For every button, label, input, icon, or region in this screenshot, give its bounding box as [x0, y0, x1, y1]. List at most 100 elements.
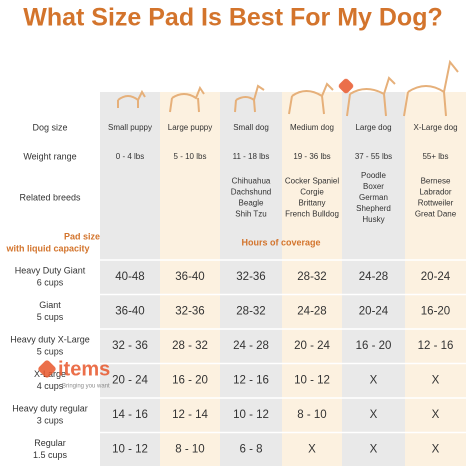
hours-cell: 12 - 14 — [172, 409, 208, 421]
hours-cell: 10 - 12 — [233, 409, 269, 421]
breed: Beagle — [239, 199, 264, 208]
cell: 37 - 55 lbs — [355, 152, 392, 161]
row-label: Weight range — [23, 151, 76, 161]
hours-cell: X — [308, 444, 316, 456]
hours-cell: 20 - 24 — [294, 340, 330, 352]
pad-name: 1.5 cups — [33, 450, 68, 460]
cell: Medium dog — [290, 123, 334, 132]
hours-cell: 28-32 — [236, 306, 265, 318]
breed: Great Dane — [415, 210, 457, 219]
breed: Labrador — [419, 188, 451, 197]
hours-cell: X — [370, 409, 378, 421]
hours-cell: 20-24 — [359, 306, 389, 318]
breed: Dachshund — [231, 188, 271, 197]
dog-icon — [117, 89, 146, 108]
column-background — [405, 92, 466, 466]
hours-cell: 36-40 — [175, 271, 204, 283]
watermark-tagline: Bringing you want — [62, 384, 110, 390]
hours-cell: 12 - 16 — [418, 340, 454, 352]
hours-cell: 12 - 16 — [233, 375, 269, 387]
hours-cell: 16 - 20 — [172, 375, 208, 387]
hours-cell: 24-28 — [297, 306, 326, 318]
cell: X-Large dog — [413, 123, 457, 132]
hours-cell: 32 - 36 — [112, 340, 148, 352]
hours-cell: 24 - 28 — [233, 340, 269, 352]
pad-header: Pad size — [64, 231, 100, 241]
pad-name: 3 cups — [37, 415, 64, 425]
breed: Shepherd — [356, 204, 391, 213]
breed: German — [359, 193, 388, 202]
hours-cell: 8 - 10 — [297, 409, 326, 421]
cell: 19 - 36 lbs — [293, 152, 330, 161]
hours-cell: 20-24 — [421, 271, 451, 283]
hours-cell: 10 - 12 — [112, 444, 148, 456]
column-background — [160, 92, 220, 466]
pad-name: Giant — [39, 300, 61, 310]
dog-illustrations — [117, 59, 459, 117]
breed: Bernese — [421, 177, 451, 186]
column-background — [342, 92, 405, 466]
breed: Corgie — [300, 188, 324, 197]
breed: French Bulldog — [285, 210, 339, 219]
column-background — [100, 92, 160, 466]
dog-icon — [288, 82, 334, 115]
breed: Brittany — [298, 199, 325, 208]
watermark-brand: items — [58, 358, 110, 380]
cell: 5 - 10 lbs — [174, 152, 207, 161]
hours-cell: 8 - 10 — [175, 444, 204, 456]
column-background — [220, 92, 282, 466]
column-background — [282, 92, 342, 466]
dog-icon — [403, 59, 459, 117]
dog-icon — [234, 84, 265, 113]
watermark-logo — [338, 78, 354, 94]
pad-name: Regular — [34, 438, 66, 448]
hours-cell: X — [432, 409, 440, 421]
dog-icon — [346, 76, 396, 117]
hours-cell: 28 - 32 — [172, 340, 208, 352]
cell: Small dog — [233, 123, 269, 132]
cell: Large puppy — [168, 123, 212, 132]
hours-cell: 32-36 — [236, 271, 265, 283]
hours-cell: 32-36 — [175, 306, 204, 318]
hours-cell: X — [370, 444, 378, 456]
title: What Size Pad Is Best For My Dog? — [23, 4, 443, 32]
hours-cell: 36-40 — [115, 306, 144, 318]
column-backgrounds — [100, 92, 466, 466]
pad-name: Heavy duty regular — [12, 403, 88, 413]
pad-name: 6 cups — [37, 277, 64, 287]
breed: Cocker Spaniel — [285, 177, 339, 186]
row-label: Related breeds — [19, 192, 81, 202]
hours-cell: 16 - 20 — [356, 340, 392, 352]
hours-header: Hours of coverage — [241, 237, 320, 247]
hours-cell: X — [432, 375, 440, 387]
pad-name: Heavy Duty Giant — [15, 265, 86, 275]
pad-header: with liquid capacity — [5, 243, 89, 253]
hours-cell: 14 - 16 — [112, 409, 148, 421]
dog-icon — [169, 85, 205, 113]
cell: 55+ lbs — [422, 152, 448, 161]
pad-name: 5 cups — [37, 312, 64, 322]
hours-cell: 20 - 24 — [112, 375, 148, 387]
table: Dog size Small puppy Large puppy Small dog M… — [0, 122, 466, 460]
cell: 0 - 4 lbs — [116, 152, 144, 161]
watermark-logo — [38, 360, 56, 378]
hours-cell: 16-20 — [421, 306, 450, 318]
breed: Boxer — [363, 182, 384, 191]
hours-cell: 6 - 8 — [239, 444, 262, 456]
pad-name: 4 cups — [37, 381, 64, 391]
hours-cell: 28-32 — [297, 271, 326, 283]
row-label: Dog size — [32, 122, 67, 132]
cell: Small puppy — [108, 123, 152, 132]
hours-cell: X — [370, 375, 378, 387]
pad-name: 5 cups — [37, 346, 64, 356]
breed: Rottweiler — [418, 199, 454, 208]
cell: Large dog — [355, 123, 391, 132]
watermark: items Bringing you want — [38, 78, 354, 390]
hours-cell: X — [432, 444, 440, 456]
cell: 11 - 18 lbs — [233, 152, 270, 161]
hours-cell: 40-48 — [115, 271, 144, 283]
breed: Poodle — [361, 171, 386, 180]
pad-name: Heavy duty X-Large — [10, 334, 90, 344]
